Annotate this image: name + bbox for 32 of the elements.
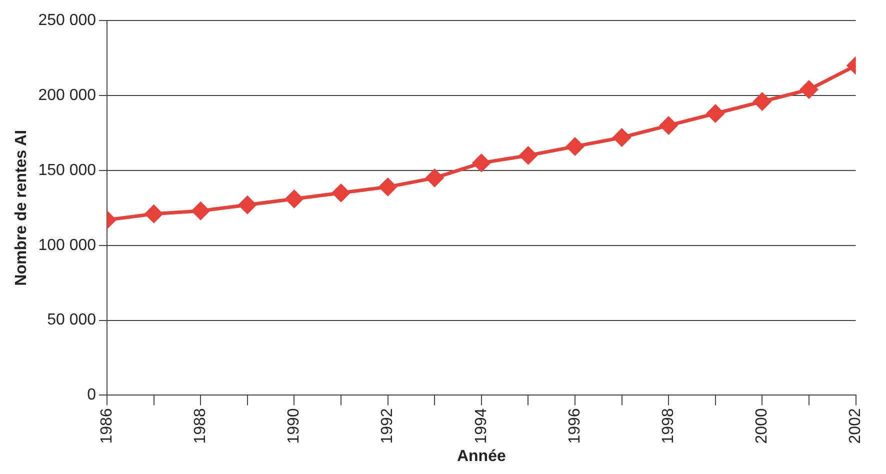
x-tick-label: 1988 bbox=[192, 408, 210, 444]
point bbox=[426, 169, 444, 187]
point bbox=[238, 196, 256, 214]
point bbox=[753, 92, 771, 110]
point bbox=[613, 128, 631, 146]
point bbox=[145, 205, 163, 223]
x-tick-label: 1986 bbox=[98, 408, 116, 444]
y-tick-label: 0 bbox=[87, 386, 96, 404]
y-tick-label: 100 000 bbox=[38, 236, 96, 254]
x-tick-label: 1994 bbox=[472, 408, 490, 444]
point bbox=[800, 80, 818, 98]
x-tick-label: 1992 bbox=[379, 408, 396, 444]
x-tick-label: 1998 bbox=[660, 408, 678, 444]
x-tick-label: 1990 bbox=[286, 408, 303, 444]
point bbox=[192, 202, 210, 220]
x-tick-label: 2002 bbox=[847, 408, 864, 444]
point bbox=[332, 184, 350, 202]
point bbox=[706, 104, 724, 122]
point bbox=[285, 190, 303, 208]
x-axis-title: Année bbox=[456, 448, 506, 465]
y-tick-label: 50 000 bbox=[47, 312, 96, 329]
point bbox=[566, 138, 584, 156]
x-tick-label: 1996 bbox=[566, 408, 584, 444]
x-tick-label: 2000 bbox=[754, 408, 771, 444]
y-tick-label: 250 000 bbox=[38, 12, 96, 30]
y-axis-title: Nombre de rentes AI bbox=[13, 130, 30, 286]
y-tick-label: 150 000 bbox=[38, 162, 96, 179]
y-tick-label: 200 000 bbox=[38, 86, 96, 104]
point bbox=[472, 154, 490, 172]
point bbox=[519, 146, 537, 164]
point bbox=[660, 116, 678, 134]
point bbox=[379, 178, 397, 196]
